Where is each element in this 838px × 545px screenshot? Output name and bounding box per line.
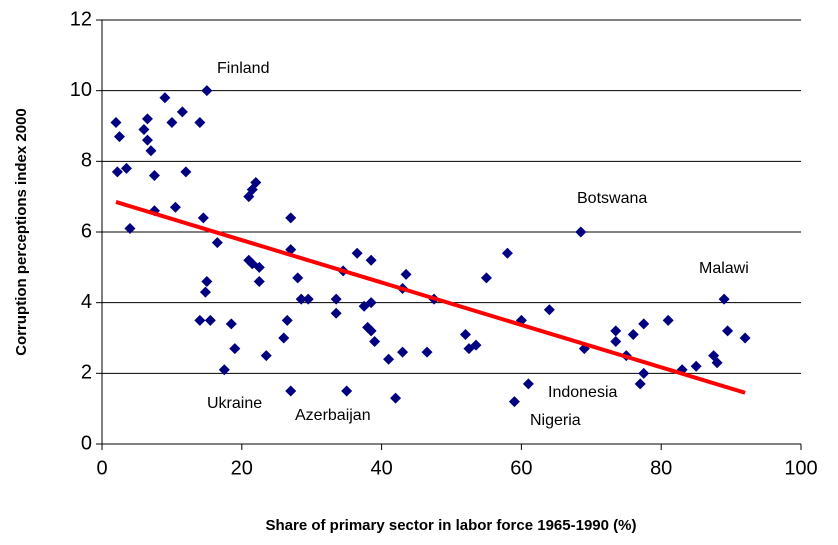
point [113,131,125,143]
point [120,162,132,174]
point [341,385,353,397]
point [218,364,230,376]
point [124,222,136,234]
point [201,85,213,97]
point [159,92,171,104]
point [204,314,216,326]
annotation: Indonesia [548,384,617,401]
point [295,293,307,305]
point [638,318,650,330]
point [662,314,674,326]
x-axis-title: Share of primary sector in labor force 1… [266,517,637,534]
point [508,396,520,408]
point [138,124,150,136]
x-tick-label: 20 [231,457,253,479]
point [278,332,290,344]
point [194,116,206,128]
point [141,134,153,146]
y-tick-label: 0 [81,432,92,454]
y-tick-label: 6 [81,220,92,242]
point [141,113,153,125]
y-tick-label: 10 [70,79,92,101]
point [229,343,241,355]
point [575,226,587,238]
point [302,293,314,305]
point [369,336,381,348]
annotation: Malawi [699,260,749,277]
point [260,350,272,362]
point [459,328,471,340]
point [292,272,304,284]
point [166,116,178,128]
annotation: Nigeria [530,412,581,429]
point [225,318,237,330]
point [145,145,157,157]
point [281,314,293,326]
point [176,106,188,118]
point [480,272,492,284]
point [627,328,639,340]
trend-line [115,200,746,395]
point [711,357,723,369]
point [197,212,209,224]
point [501,247,513,259]
point [180,166,192,178]
y-tick-label: 8 [81,150,92,172]
point [365,297,377,309]
point [638,367,650,379]
point [211,237,223,249]
annotation: Botswana [577,190,647,207]
point [690,360,702,372]
point [610,325,622,337]
point [330,293,342,305]
point [201,275,213,287]
y-tick-label: 2 [81,362,92,384]
y-tick-label: 12 [70,8,92,30]
point [199,286,211,298]
x-tick-label: 100 [784,457,817,479]
point [543,304,555,316]
point [739,332,751,344]
point [470,339,482,351]
point [330,307,342,319]
x-tick-label: 40 [370,457,392,479]
point [250,177,262,189]
point [400,268,412,280]
x-tick-label: 80 [650,457,672,479]
point [397,346,409,358]
annotation: Ukraine [207,395,262,412]
point [365,254,377,266]
point [285,212,297,224]
point [169,201,181,213]
point [351,247,363,259]
point [253,275,265,287]
y-axis-title: Corruption perceptions index 2000 [13,108,30,356]
point [148,169,160,181]
point [110,116,122,128]
point [421,346,433,358]
y-tick-label: 4 [81,291,92,313]
point [111,166,123,178]
point [634,378,646,390]
annotation: Finland [217,60,269,77]
point [194,314,206,326]
point [390,392,402,404]
point [383,353,395,365]
annotation: Azerbaijan [295,407,371,424]
point [610,336,622,348]
x-tick-label: 60 [510,457,532,479]
point [718,293,730,305]
point [285,385,297,397]
point [365,325,377,337]
point [253,261,265,273]
point [522,378,534,390]
point [722,325,734,337]
x-tick-label: 0 [96,457,107,479]
